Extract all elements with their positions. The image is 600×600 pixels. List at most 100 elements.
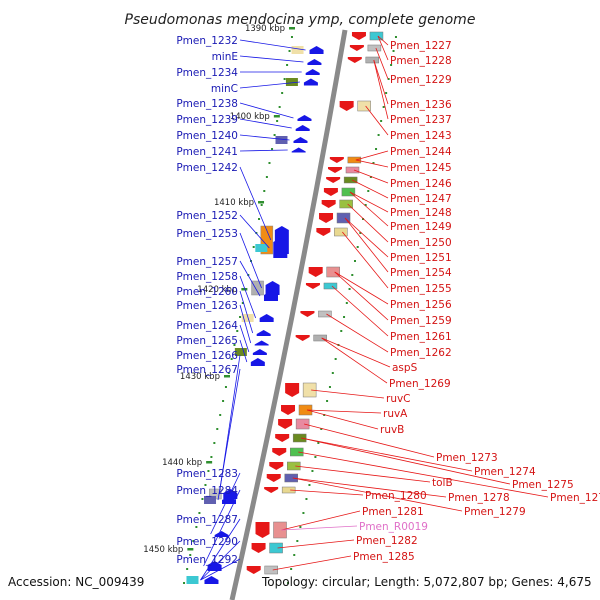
reverse-gene-arrow (326, 177, 341, 183)
gene-label-right[interactable]: Pmen_R0019 (359, 521, 428, 533)
gene-label-right[interactable]: Pmen_1275 (512, 479, 574, 491)
gene-label-right[interactable]: Pmen_1255 (390, 283, 452, 295)
gene-label-right[interactable]: Pmen_1245 (390, 162, 452, 174)
leader-line (301, 437, 473, 472)
leader-line (203, 489, 241, 567)
gene-feature-box (326, 266, 340, 278)
gene-label-left[interactable]: Pmen_1234 (176, 67, 238, 79)
left-strand-features (186, 46, 324, 584)
gene-label-right[interactable]: Pmen_1269 (389, 378, 451, 390)
leader-line (377, 35, 389, 61)
forward-gene-arrow (254, 340, 269, 346)
gene-label-right[interactable]: Pmen_1256 (390, 299, 452, 311)
gene-label-right[interactable]: ruvC (386, 393, 411, 405)
gene-label-right[interactable]: Pmen_1229 (390, 74, 452, 86)
gene-feature-box (365, 56, 380, 64)
leader-line (298, 451, 549, 498)
gene-label-right[interactable]: ruvA (383, 408, 408, 420)
leader-line (344, 217, 389, 273)
gene-label-left[interactable]: Pmen_1266 (176, 350, 238, 362)
gene-label-right[interactable]: Pmen_1228 (390, 55, 452, 67)
leader-line (239, 275, 257, 319)
gene-label-left[interactable]: Pmen_1238 (176, 98, 238, 110)
gene-feature-box (343, 176, 358, 184)
gene-label-left[interactable]: Pmen_1252 (176, 210, 238, 222)
gene-label-right[interactable]: Pmen_1281 (362, 506, 424, 518)
gene-label-right[interactable]: Pmen_1248 (390, 207, 452, 219)
reverse-gene-arrow (269, 462, 284, 470)
gene-label-left[interactable]: Pmen_1265 (176, 335, 238, 347)
gene-label-right[interactable]: Pmen_1285 (353, 551, 415, 563)
gene-label-left[interactable]: Pmen_1283 (176, 468, 238, 480)
forward-gene-arrow (297, 115, 312, 121)
gene-label-right[interactable]: Pmen_1273 (436, 452, 498, 464)
gene-label-right[interactable]: Pmen_1278 (448, 492, 510, 504)
scale-tick-mark (273, 115, 280, 118)
gene-label-right[interactable]: Pmen_1276 (550, 492, 600, 504)
leader-line (331, 285, 389, 337)
scale-tick-mark (206, 461, 213, 464)
genome-backbone (229, 29, 348, 600)
gene-label-left[interactable]: Pmen_1264 (176, 320, 238, 332)
gene-label-left[interactable]: Pmen_1240 (176, 130, 238, 142)
gene-label-left[interactable]: Pmen_1253 (176, 228, 238, 240)
gene-label-right[interactable]: ruvB (380, 424, 404, 436)
leader-line (306, 409, 382, 414)
gene-label-left[interactable]: Pmen_1260 (176, 286, 238, 298)
gene-label-right[interactable]: Pmen_1236 (390, 99, 452, 111)
gene-label-right[interactable]: Pmen_1251 (390, 252, 452, 264)
gene-label-right[interactable]: Pmen_1262 (390, 347, 452, 359)
gene-label-left[interactable]: minE (212, 51, 238, 63)
gene-label-right[interactable]: Pmen_1247 (390, 193, 452, 205)
gene-label-right[interactable]: Pmen_1254 (390, 267, 452, 279)
gene-label-right[interactable]: Pmen_1280 (365, 490, 427, 502)
gene-label-left[interactable]: Pmen_1284 (176, 485, 238, 497)
leader-line (342, 231, 389, 289)
gene-label-left[interactable]: minC (211, 83, 238, 95)
leader-line (239, 134, 290, 141)
gene-label-left[interactable]: Pmen_1263 (176, 300, 238, 312)
gene-label-right[interactable]: Pmen_1250 (390, 237, 452, 249)
gene-label-right[interactable]: Pmen_1282 (356, 535, 418, 547)
gene-label-left[interactable]: Pmen_1267 (176, 364, 238, 376)
gene-feature-box (341, 187, 356, 197)
leader-line (200, 558, 241, 581)
scale-tick-label: 1390 kbp (245, 24, 285, 34)
gene-label-right[interactable]: Pmen_1261 (390, 331, 452, 343)
reverse-gene-arrow (285, 383, 300, 397)
leader-line (239, 232, 262, 289)
reverse-gene-arrow (275, 434, 290, 442)
gene-label-right[interactable]: Pmen_1237 (390, 114, 452, 126)
leader-line (334, 271, 389, 305)
gene-label-left[interactable]: Pmen_1241 (176, 146, 238, 158)
gene-feature-box (336, 212, 351, 224)
leader-line (290, 489, 364, 496)
leader-line (349, 191, 389, 227)
gene-label-left[interactable]: Pmen_1287 (176, 514, 238, 526)
topology-label: Topology: circular; Length: 5,072,807 bp… (261, 575, 592, 589)
gene-label-right[interactable]: Pmen_1244 (390, 146, 452, 158)
gene-label-right[interactable]: Pmen_1259 (390, 315, 452, 327)
leader-line (239, 304, 252, 344)
reverse-gene-arrow (264, 487, 279, 493)
gene-label-right[interactable]: tolB (432, 477, 453, 489)
reverse-gene-arrow (266, 474, 281, 482)
gene-label-left[interactable]: Pmen_1290 (176, 536, 238, 548)
gene-feature-box (302, 382, 317, 398)
gene-label-right[interactable]: Pmen_1274 (474, 466, 536, 478)
gene-label-left[interactable]: Pmen_1239 (176, 114, 238, 126)
gene-label-right[interactable]: Pmen_1249 (390, 221, 452, 233)
gene-label-right[interactable]: Pmen_1279 (464, 506, 526, 518)
gene-label-right[interactable]: Pmen_1246 (390, 178, 452, 190)
gene-label-left[interactable]: Pmen_1257 (176, 256, 238, 268)
gene-label-right[interactable]: Pmen_1227 (390, 40, 452, 52)
forward-gene-arrow (293, 137, 308, 143)
gene-label-left[interactable]: Pmen_1292 (176, 554, 238, 566)
gene-label-left[interactable]: Pmen_1242 (176, 162, 238, 174)
forward-gene-arrow (295, 125, 310, 131)
gene-label-right[interactable]: Pmen_1243 (390, 130, 452, 142)
gene-label-left[interactable]: Pmen_1258 (176, 271, 238, 283)
gene-label-right[interactable]: aspS (392, 362, 418, 374)
gene-label-left[interactable]: Pmen_1232 (176, 35, 238, 47)
reverse-gene-arrow (347, 57, 362, 63)
